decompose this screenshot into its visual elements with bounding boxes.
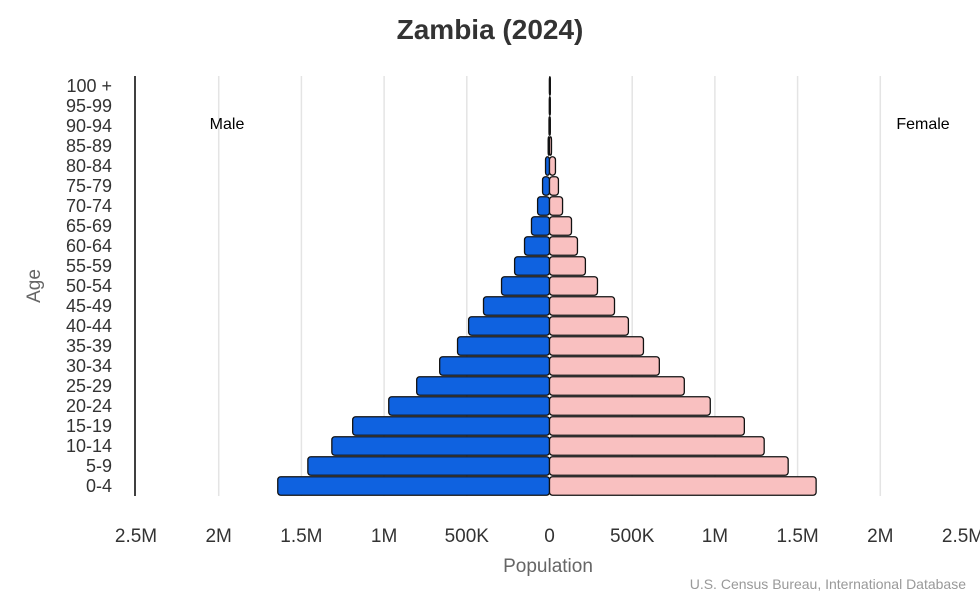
bar-female bbox=[548, 96, 551, 116]
y-axis-label: Age bbox=[24, 269, 45, 303]
bar-male bbox=[352, 416, 551, 436]
x-tick-label: 500K bbox=[445, 526, 490, 547]
chart-title: Zambia (2024) bbox=[396, 14, 584, 45]
y-tick-label: 75-79 bbox=[66, 176, 112, 196]
y-tick-label: 65-69 bbox=[66, 216, 112, 236]
bar-female bbox=[548, 316, 630, 336]
bar-male bbox=[439, 356, 551, 376]
y-tick-label: 5-9 bbox=[86, 456, 112, 476]
bar-female bbox=[548, 196, 564, 216]
bar-male bbox=[416, 376, 551, 396]
legend-male: Male bbox=[210, 116, 245, 133]
bar-female bbox=[548, 396, 711, 416]
bar-female bbox=[548, 456, 789, 476]
bar-female bbox=[548, 356, 660, 376]
bar-female bbox=[548, 276, 599, 296]
y-tick-label: 30-34 bbox=[66, 356, 112, 376]
x-tick-label: 2M bbox=[867, 526, 893, 547]
x-tick-label: 1M bbox=[702, 526, 728, 547]
y-tick-label: 45-49 bbox=[66, 296, 112, 316]
bar-female bbox=[548, 336, 645, 356]
y-tick-label: 20-24 bbox=[66, 396, 112, 416]
bar-female bbox=[548, 156, 557, 176]
source-note: U.S. Census Bureau, International Databa… bbox=[689, 576, 966, 592]
y-tick-label: 50-54 bbox=[66, 276, 112, 296]
y-tick-label: 100 + bbox=[66, 76, 112, 96]
x-tick-label: 2.5M bbox=[115, 526, 157, 547]
x-tick-label: 500K bbox=[610, 526, 655, 547]
bar-male bbox=[277, 476, 551, 496]
x-tick-label: 1M bbox=[371, 526, 397, 547]
bar-female bbox=[548, 136, 553, 156]
x-tick-label: 2M bbox=[205, 526, 231, 547]
bar-male bbox=[482, 296, 551, 316]
bar-female bbox=[548, 476, 817, 496]
bar-male bbox=[500, 276, 551, 296]
bar-female bbox=[548, 376, 685, 396]
y-tick-label: 0-4 bbox=[86, 476, 112, 496]
bar-female bbox=[548, 216, 573, 236]
y-tick-label: 35-39 bbox=[66, 336, 112, 356]
y-tick-label: 40-44 bbox=[66, 316, 112, 336]
y-tick-label: 60-64 bbox=[66, 236, 112, 256]
bar-male bbox=[530, 216, 551, 236]
bar-female bbox=[548, 76, 551, 96]
y-tick-label: 90-94 bbox=[66, 116, 112, 136]
x-tick-label: 1.5M bbox=[776, 526, 818, 547]
bar-female bbox=[548, 176, 560, 196]
bar-male bbox=[331, 436, 551, 456]
bar-female bbox=[548, 256, 587, 276]
x-tick-label: 0 bbox=[544, 526, 555, 547]
y-tick-label: 10-14 bbox=[66, 436, 112, 456]
y-tick-label: 15-19 bbox=[66, 416, 112, 436]
bar-female bbox=[548, 416, 745, 436]
bar-male bbox=[456, 336, 551, 356]
bar-male bbox=[307, 456, 551, 476]
bar-female bbox=[548, 436, 765, 456]
bar-male bbox=[541, 176, 551, 196]
y-tick-label: 25-29 bbox=[66, 376, 112, 396]
bar-female bbox=[548, 116, 551, 136]
bar-male bbox=[513, 256, 551, 276]
x-tick-label: 2.5M bbox=[942, 526, 980, 547]
bar-male bbox=[536, 196, 551, 216]
legend-female: Female bbox=[896, 116, 949, 133]
y-tick-label: 80-84 bbox=[66, 156, 112, 176]
x-axis-label: Population bbox=[503, 556, 593, 577]
y-tick-label: 95-99 bbox=[66, 96, 112, 116]
y-tick-label: 55-59 bbox=[66, 256, 112, 276]
y-tick-label: 85-89 bbox=[66, 136, 112, 156]
bar-male bbox=[467, 316, 551, 336]
bar-male bbox=[523, 236, 551, 256]
bar-female bbox=[548, 296, 616, 316]
bar-male bbox=[388, 396, 551, 416]
bar-female bbox=[548, 236, 579, 256]
x-tick-label: 1.5M bbox=[280, 526, 322, 547]
y-tick-label: 70-74 bbox=[66, 196, 112, 216]
